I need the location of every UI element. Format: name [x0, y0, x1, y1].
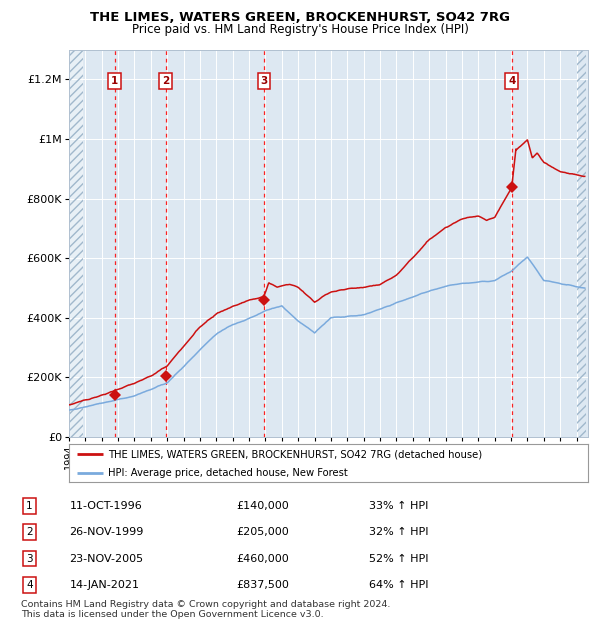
Text: £837,500: £837,500 — [236, 580, 290, 590]
Text: 32% ↑ HPI: 32% ↑ HPI — [369, 527, 428, 537]
Text: 14-JAN-2021: 14-JAN-2021 — [70, 580, 140, 590]
Text: THE LIMES, WATERS GREEN, BROCKENHURST, SO42 7RG: THE LIMES, WATERS GREEN, BROCKENHURST, S… — [90, 11, 510, 24]
Text: 2: 2 — [26, 527, 32, 537]
Text: 52% ↑ HPI: 52% ↑ HPI — [369, 554, 428, 564]
Text: 1: 1 — [26, 500, 32, 511]
Text: HPI: Average price, detached house, New Forest: HPI: Average price, detached house, New … — [108, 467, 347, 478]
Text: 2: 2 — [162, 76, 169, 86]
Text: This data is licensed under the Open Government Licence v3.0.: This data is licensed under the Open Gov… — [21, 610, 323, 619]
Text: THE LIMES, WATERS GREEN, BROCKENHURST, SO42 7RG (detached house): THE LIMES, WATERS GREEN, BROCKENHURST, S… — [108, 450, 482, 459]
Text: 3: 3 — [26, 554, 32, 564]
Text: 64% ↑ HPI: 64% ↑ HPI — [369, 580, 428, 590]
Text: £205,000: £205,000 — [236, 527, 289, 537]
Bar — [69, 50, 83, 437]
Text: £140,000: £140,000 — [236, 500, 289, 511]
Text: £460,000: £460,000 — [236, 554, 289, 564]
Text: Contains HM Land Registry data © Crown copyright and database right 2024.: Contains HM Land Registry data © Crown c… — [21, 600, 391, 609]
Text: 1: 1 — [111, 76, 118, 86]
Text: 23-NOV-2005: 23-NOV-2005 — [70, 554, 144, 564]
Text: Price paid vs. HM Land Registry's House Price Index (HPI): Price paid vs. HM Land Registry's House … — [131, 23, 469, 36]
Text: 33% ↑ HPI: 33% ↑ HPI — [369, 500, 428, 511]
Text: 3: 3 — [260, 76, 268, 86]
Text: 4: 4 — [508, 76, 515, 86]
Bar — [577, 50, 586, 437]
Text: 4: 4 — [26, 580, 32, 590]
Text: 26-NOV-1999: 26-NOV-1999 — [70, 527, 144, 537]
Text: 11-OCT-1996: 11-OCT-1996 — [70, 500, 142, 511]
